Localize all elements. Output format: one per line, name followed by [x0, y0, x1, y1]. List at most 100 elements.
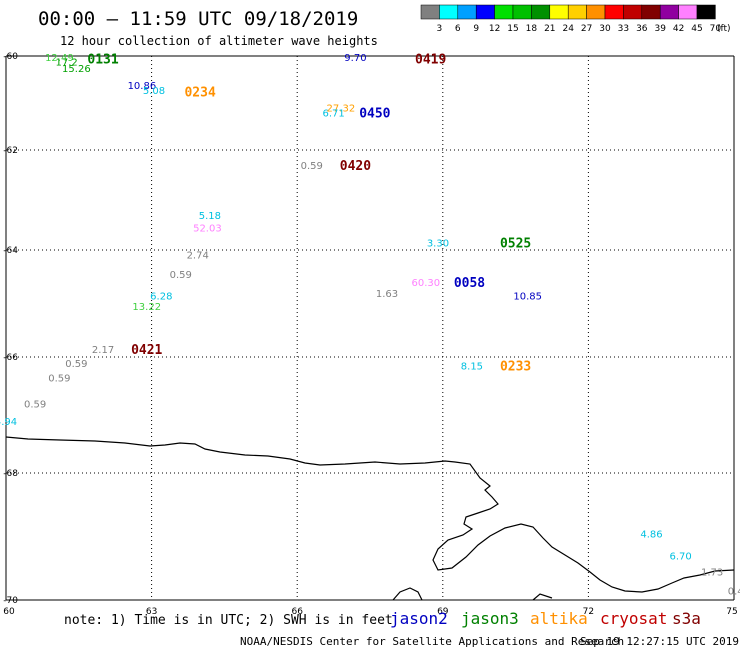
map-subtitle: 12 hour collection of altimeter wave hei…	[60, 34, 378, 48]
latitude-tick-label: -66	[3, 353, 18, 363]
color-scale-label: 21	[544, 24, 555, 34]
color-scale-swatch	[567, 4, 587, 20]
latitude-tick-label: -60	[3, 52, 18, 62]
color-scale-label: 39	[654, 24, 666, 34]
wave-height-value: 0.59	[170, 270, 192, 281]
pass-time-label: 0131	[87, 52, 118, 67]
color-scale-swatch	[604, 4, 624, 20]
wave-height-value: 12.49	[45, 53, 74, 64]
color-scale-swatch	[420, 4, 440, 20]
color-scale-label: 9	[473, 24, 479, 34]
color-scale-swatch	[641, 4, 661, 20]
satellite-name: jason2	[390, 609, 448, 628]
wave-height-value: 17.2	[56, 58, 78, 69]
color-scale-label: 36	[636, 24, 648, 34]
latitude-tick-label: -70	[3, 596, 18, 606]
wave-height-value: 13.22	[132, 302, 161, 313]
latitude-tick-label: -68	[3, 469, 18, 479]
longitude-tick-labels: 60 63 66 69 72 75	[3, 607, 737, 617]
wave-height-value: 10.86	[128, 81, 157, 92]
color-scale-label: 45	[691, 24, 702, 34]
coastline-fragment-2	[532, 593, 553, 601]
wave-height-value: 3.30	[427, 239, 449, 250]
wave-height-value: 0.59	[48, 373, 70, 384]
color-scale-label: 70	[710, 24, 722, 34]
pass-time-label: 0525	[500, 237, 531, 252]
wave-height-value: 0.59	[65, 359, 87, 370]
color-scale-swatch	[678, 4, 698, 20]
wave-height-value: 0.45	[728, 586, 740, 597]
latitude-tick-labels: -60 -62 -64 -66 -68 -70	[3, 52, 18, 606]
latitude-tick-label: -62	[3, 146, 18, 156]
wave-height-value: 52.03	[193, 224, 222, 235]
color-scale-label: 6	[455, 24, 461, 34]
color-scale-swatch	[623, 4, 643, 20]
footer-credit: NOAA/NESDIS Center for Satellite Applica…	[240, 635, 624, 648]
footer-note: note: 1) Time is in UTC; 2) SWH is in fe…	[64, 613, 393, 628]
color-scale-swatch	[531, 4, 551, 20]
graticule-grid	[6, 56, 734, 600]
wave-height-value: 27.32	[327, 104, 356, 115]
wave-height-value: 9.70	[344, 53, 366, 64]
wave-height-value: 2.17	[92, 345, 114, 356]
color-scale-swatch	[457, 4, 477, 20]
pass-time-labels: 0131023404190450042005250058052404210233	[87, 52, 531, 375]
pass-time-label: 0420	[340, 159, 371, 174]
wave-height-value: 60.30	[411, 278, 440, 289]
color-scale-swatch	[512, 4, 532, 20]
coastline-fragment	[392, 587, 423, 601]
wave-height-value: 2.74	[187, 250, 209, 261]
color-scale-label: 12	[489, 24, 500, 34]
satellite-name: altika	[530, 609, 588, 628]
pass-time-label: 0058	[454, 276, 485, 291]
wave-height-value: 1.73	[701, 567, 723, 578]
color-scale-label: 24	[562, 24, 574, 34]
color-scale-unit: (ft)	[717, 24, 731, 34]
color-scale-legend: 3 6 9 12 15 18 21 24 27 30 33 36 39 42 45 70	[420, 4, 722, 34]
color-scale-label: 27	[581, 24, 592, 34]
color-scale-label: 15	[507, 24, 518, 34]
color-scale-swatch	[439, 4, 459, 20]
coastline	[5, 436, 735, 593]
satellite-legend: jason2 jason3 altika cryosat s3a	[390, 609, 701, 628]
map-title: 00:00 – 11:59 UTC 09/18/2019	[38, 8, 358, 30]
latitude-tick-label: -64	[3, 246, 18, 256]
color-scale-swatch	[549, 4, 569, 20]
color-scale-swatch	[475, 4, 495, 20]
pass-time-label: 0419	[415, 52, 446, 67]
wave-height-value: 6.70	[669, 552, 691, 563]
wave-height-value: 0.59	[301, 161, 323, 172]
color-scale-label: 42	[673, 24, 684, 34]
color-scale-label: 18	[526, 24, 538, 34]
longitude-tick-label: 69	[437, 607, 449, 617]
longitude-tick-label: 72	[583, 607, 594, 617]
color-scale-swatch	[696, 4, 716, 20]
wave-height-value: 6.28	[150, 291, 172, 302]
pass-time-label: 0234	[184, 85, 215, 100]
satellite-name: s3a	[672, 609, 701, 628]
satellite-name: jason3	[461, 609, 519, 628]
pass-time-label: 0233	[500, 360, 531, 375]
wave-height-value: 1.63	[376, 289, 398, 300]
longitude-tick-label: 63	[146, 607, 157, 617]
map-frame	[5, 55, 735, 601]
wave-height-value: 8.15	[461, 362, 483, 373]
color-scale-swatch	[586, 4, 606, 20]
longitude-tick-label: 75	[726, 607, 737, 617]
wave-height-value: 15.26	[62, 64, 91, 75]
color-scale-label: 3	[437, 24, 443, 34]
longitude-tick-label: 60	[3, 607, 15, 617]
footer-timestamp: Sep 19 12:27:15 UTC 2019	[580, 635, 739, 648]
wave-height-value: 4.94	[0, 417, 17, 428]
longitude-tick-label: 66	[291, 607, 303, 617]
color-scale-swatch	[494, 4, 514, 20]
color-scale-swatch	[659, 4, 679, 20]
satellite-name: cryosat	[600, 609, 667, 628]
color-scale-label: 30	[599, 24, 611, 34]
wave-height-value: 6.71	[322, 108, 344, 119]
wave-height-value: 10.85	[513, 291, 542, 302]
wave-height-value: 0.59	[24, 399, 46, 410]
color-scale-label: 33	[618, 24, 629, 34]
